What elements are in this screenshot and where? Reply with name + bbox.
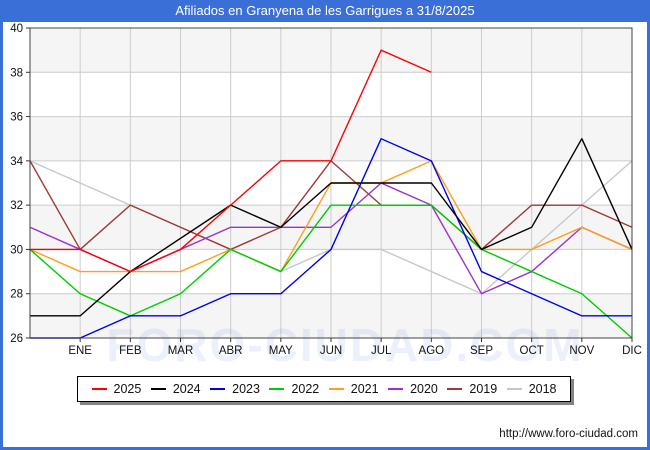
- y-axis-label: 36: [10, 112, 23, 124]
- legend-dash-2022: [269, 388, 285, 390]
- frame-border-right: [647, 0, 650, 450]
- x-axis-label-AGO: AGO: [419, 345, 445, 357]
- legend-item-2018: 2018: [506, 382, 557, 396]
- legend-item-2023: 2023: [210, 382, 260, 396]
- x-axis-label-MAR: MAR: [168, 345, 194, 357]
- legend-label-2022: 2022: [291, 382, 320, 396]
- y-axis-label: 30: [10, 244, 23, 256]
- x-axis-label-OCT: OCT: [520, 345, 544, 357]
- legend-item-2022: 2022: [269, 382, 319, 396]
- x-axis-label-JUN: JUN: [320, 345, 342, 357]
- series-line-2023: [30, 138, 632, 339]
- legend-label-2021: 2021: [350, 382, 379, 396]
- y-axis-label: 40: [10, 23, 23, 35]
- legend-item-2021: 2021: [328, 382, 379, 396]
- legend-dash-2019: [447, 388, 463, 390]
- y-axis-label: 32: [10, 200, 23, 212]
- legend-item-2025: 2025: [91, 382, 142, 396]
- frame-border-left: [0, 0, 3, 450]
- series-line-2024: [30, 138, 633, 317]
- legend-dash-2024: [150, 388, 166, 390]
- chart-legend: 2025 2024 2023 2022 2021 2020 2019 2018: [77, 376, 571, 402]
- chart-title: Afiliados en Granyena de les Garrigues a…: [0, 0, 650, 22]
- legend-item-2020: 2020: [388, 382, 438, 396]
- legend-label-2023: 2023: [232, 382, 260, 396]
- source-url: http://www.foro-ciudad.com: [499, 428, 638, 440]
- x-axis-label-MAY: MAY: [269, 345, 293, 357]
- x-axis-label-DIC: DIC: [622, 345, 642, 357]
- frame-border-bottom: [0, 447, 650, 450]
- watermark: FORO-CIUDAD.COM: [106, 319, 583, 371]
- legend-item-2024: 2024: [150, 382, 201, 396]
- legend-dash-2023: [210, 388, 226, 390]
- legend-label-2020: 2020: [410, 382, 438, 396]
- x-axis-label-SEP: SEP: [470, 345, 493, 357]
- x-axis-label-ABR: ABR: [219, 345, 243, 357]
- x-axis-label-NOV: NOV: [569, 345, 594, 357]
- legend-label-2025: 2025: [113, 382, 142, 396]
- legend-dash-2020: [388, 388, 404, 390]
- y-axis-label: 38: [10, 67, 23, 79]
- y-axis-label: 34: [10, 156, 23, 168]
- legend-label-2024: 2024: [172, 382, 201, 396]
- x-axis-label-FEB: FEB: [119, 345, 142, 357]
- series-line-2025: [30, 49, 432, 273]
- legend-dash-2021: [328, 388, 344, 390]
- y-axis-label: 26: [10, 333, 23, 345]
- x-axis-label-ENE: ENE: [68, 345, 92, 357]
- legend-dash-2025: [91, 388, 107, 390]
- x-axis-label-JUL: JUL: [371, 345, 392, 357]
- legend-label-2019: 2019: [469, 382, 498, 396]
- legend-label-2018: 2018: [528, 382, 557, 396]
- y-axis-label: 28: [10, 289, 23, 301]
- legend-dash-2018: [506, 388, 522, 390]
- legend-item-2019: 2019: [447, 382, 497, 396]
